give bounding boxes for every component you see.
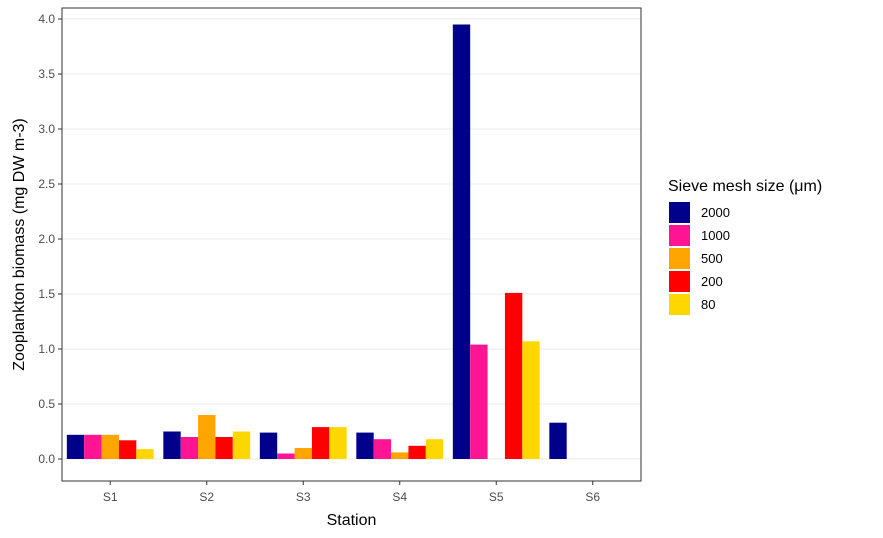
- bars-layer: [66, 24, 567, 459]
- bar-s2-500: [198, 415, 216, 459]
- bar-s4-200: [408, 445, 426, 459]
- legend-key-80: [669, 294, 690, 315]
- y-tick-label: 1.0: [38, 342, 55, 356]
- panel-border: [61, 7, 642, 482]
- y-tick-label: 1.5: [38, 287, 55, 301]
- x-tick-label: S5: [489, 490, 504, 504]
- x-tick-label: S1: [103, 490, 118, 504]
- bar-s5-200: [504, 292, 523, 459]
- y-tick-label: 2.5: [38, 177, 55, 191]
- y-tick-label: 3.0: [38, 122, 55, 136]
- bar-s3-500: [294, 448, 312, 459]
- legend-key-1000: [669, 225, 690, 246]
- grid-layer: [62, 18, 641, 460]
- legend-label-500: 500: [701, 251, 723, 266]
- legend-key-200: [669, 271, 690, 292]
- y-tick-label: 0.0: [38, 452, 55, 466]
- y-tick-label: 3.5: [38, 67, 55, 81]
- x-axis-title: Station: [327, 512, 377, 529]
- bar-s4-2000: [356, 432, 374, 459]
- bar-s6-2000: [549, 422, 567, 459]
- y-tick-label: 4.0: [38, 12, 55, 26]
- legend-key-500: [669, 248, 690, 269]
- legend-items: 2000 1000 500 200 80: [669, 202, 730, 315]
- y-axis-title: Zooplankton biomass (mg DW m-3): [11, 118, 28, 371]
- bar-s3-1000: [277, 453, 295, 459]
- bar-s3-200: [311, 427, 330, 459]
- bar-s3-2000: [259, 432, 278, 459]
- bar-s5-2000: [452, 24, 471, 459]
- bar-s2-200: [215, 437, 233, 459]
- legend-label-1000: 1000: [701, 228, 730, 243]
- bar-s2-1000: [180, 437, 199, 459]
- legend-title: Sieve mesh size (μm): [668, 178, 822, 195]
- bar-s3-80: [329, 427, 347, 459]
- bar-s1-200: [118, 440, 137, 459]
- y-tick-label: 0.5: [38, 397, 55, 411]
- legend-label-2000: 2000: [701, 205, 730, 220]
- y-axis: 0.0 0.5 1.0 1.5 2.0 2.5 3.0 3.5 4.0: [38, 12, 62, 466]
- x-tick-label: S3: [296, 490, 311, 504]
- legend-label-80: 80: [701, 297, 715, 312]
- x-axis: S1 S2 S3 S4 S5 S6: [103, 481, 600, 504]
- bar-s2-80: [232, 431, 251, 459]
- bar-s1-1000: [84, 434, 102, 459]
- bar-s2-2000: [163, 431, 181, 459]
- y-tick-label: 2.0: [38, 232, 55, 246]
- bar-s4-500: [391, 452, 409, 459]
- bar-s4-80: [425, 439, 444, 459]
- legend-label-200: 200: [701, 274, 723, 289]
- bar-s1-2000: [66, 434, 85, 459]
- bar-s5-1000: [470, 344, 488, 459]
- bar-s5-80: [522, 341, 540, 459]
- x-tick-label: S2: [199, 490, 214, 504]
- x-tick-label: S6: [585, 490, 600, 504]
- legend: Sieve mesh size (μm) 2000 1000 500 200 80: [668, 178, 822, 315]
- legend-key-2000: [669, 202, 690, 223]
- bar-s1-80: [136, 449, 154, 459]
- bar-s1-500: [101, 434, 119, 459]
- x-tick-label: S4: [392, 490, 407, 504]
- bar-s4-1000: [373, 439, 392, 459]
